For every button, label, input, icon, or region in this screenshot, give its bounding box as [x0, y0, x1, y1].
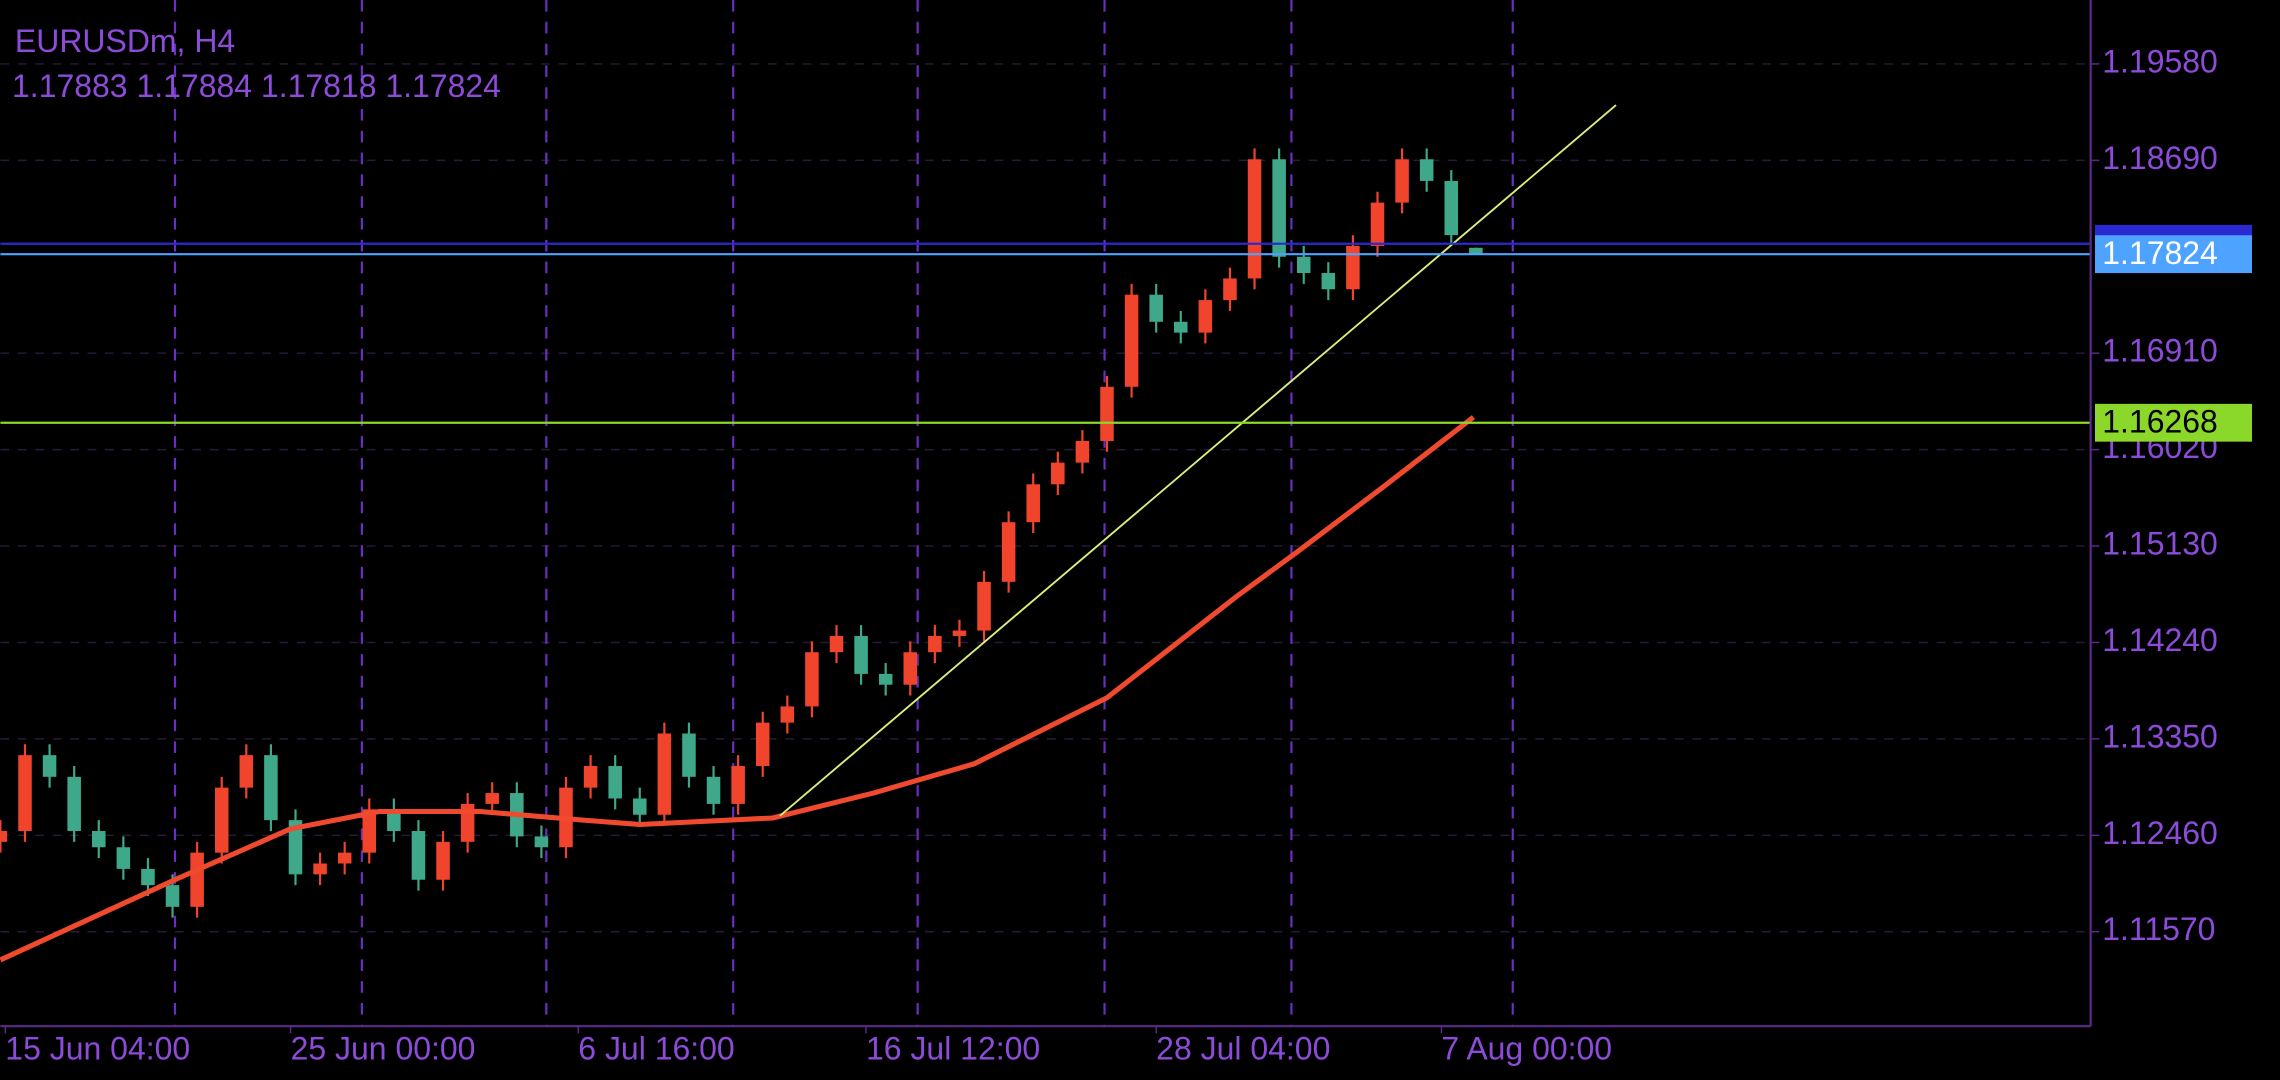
candle-body	[436, 841, 450, 880]
candle-body	[1051, 462, 1065, 485]
candle-body	[633, 798, 647, 815]
chart-title: EURUSDm, H4	[15, 23, 235, 59]
x-tick-label: 25 Jun 00:00	[291, 1030, 476, 1066]
y-tick-label: 1.13350	[2102, 718, 2218, 754]
candle-body	[780, 706, 795, 723]
candle-body	[1469, 247, 1483, 255]
candle-body	[485, 793, 499, 804]
y-tick-label: 1.19580	[2102, 43, 2218, 79]
y-tick-label: 1.11570	[2102, 911, 2215, 947]
candle-body	[952, 630, 967, 636]
candle-body	[583, 765, 598, 788]
candle-body	[264, 755, 278, 821]
moving-average	[0, 415, 1475, 963]
candle-body	[903, 652, 918, 685]
candle-body	[239, 755, 254, 788]
x-tick-label: 6 Jul 16:00	[578, 1030, 734, 1066]
candle-body	[1370, 202, 1385, 246]
candle-body	[608, 765, 622, 799]
candle-body	[731, 765, 745, 804]
candle-body	[67, 776, 81, 831]
candle-body	[1075, 440, 1090, 463]
candle-body	[1444, 180, 1459, 236]
y-tick-label: 1.12460	[2102, 815, 2218, 851]
candle-body	[288, 820, 303, 875]
price-tag-label: 1.17824	[2102, 235, 2218, 271]
candle-body	[1247, 159, 1262, 279]
plot	[0, 0, 2091, 1027]
candle-body	[706, 776, 721, 804]
candle-body	[1346, 245, 1360, 290]
candle-body	[1419, 159, 1434, 181]
candle-body	[1026, 484, 1040, 523]
candle-body	[854, 635, 868, 674]
candle-body	[141, 868, 155, 886]
overlay: 1.195801.186901.169101.160201.151301.142…	[4, 43, 2252, 1066]
price-tag-label: 1.16268	[2102, 404, 2218, 440]
x-tick-label: 15 Jun 04:00	[5, 1030, 190, 1066]
candle-body	[337, 852, 352, 864]
candle-body	[1100, 386, 1114, 441]
y-tick-label: 1.16910	[2102, 333, 2218, 369]
candle-body	[165, 885, 180, 907]
candle-body	[387, 809, 401, 831]
x-tick-label: 7 Aug 00:00	[1441, 1030, 1612, 1066]
candle-body	[1198, 300, 1213, 333]
candle-body	[190, 852, 204, 907]
candle-body	[362, 809, 377, 853]
candle-body	[18, 755, 32, 831]
candle-body	[42, 755, 57, 777]
x-tick-label: 28 Jul 04:00	[1156, 1030, 1330, 1066]
candle-body	[1395, 159, 1409, 203]
candle-body	[1296, 256, 1311, 274]
price-tag	[2094, 403, 2252, 442]
candle-body	[0, 830, 8, 842]
y-tick-label: 1.15130	[2102, 525, 2218, 561]
candle-body	[116, 847, 131, 869]
candle-body	[1272, 159, 1286, 257]
trend-line	[779, 104, 1617, 817]
candle-body	[411, 830, 426, 880]
candle-body	[682, 733, 696, 777]
y-tick-label: 1.18690	[2102, 140, 2218, 176]
candle-body	[755, 722, 770, 766]
candle-body	[1223, 278, 1237, 301]
candle-body	[534, 836, 549, 848]
y-tick-label: 1.14240	[2102, 622, 2218, 658]
price-tag	[2094, 235, 2252, 274]
candle-body	[878, 673, 893, 685]
candle-body	[657, 733, 672, 815]
candle-body	[313, 863, 327, 875]
candle-body	[92, 830, 106, 848]
candle-body	[1321, 273, 1336, 290]
x-tick-label: 16 Jul 12:00	[866, 1030, 1040, 1066]
candle-body	[214, 787, 229, 853]
candle-body	[1001, 522, 1016, 582]
candle-body	[805, 652, 819, 707]
candle-body	[1149, 294, 1163, 322]
candle-body	[829, 635, 844, 653]
candle-body	[1174, 321, 1188, 333]
candle-body	[1124, 294, 1139, 387]
candle-body	[977, 581, 991, 631]
candle-body	[928, 635, 942, 653]
ohlc-readout: 1.17883 1.17884 1.17818 1.17824	[12, 68, 501, 104]
